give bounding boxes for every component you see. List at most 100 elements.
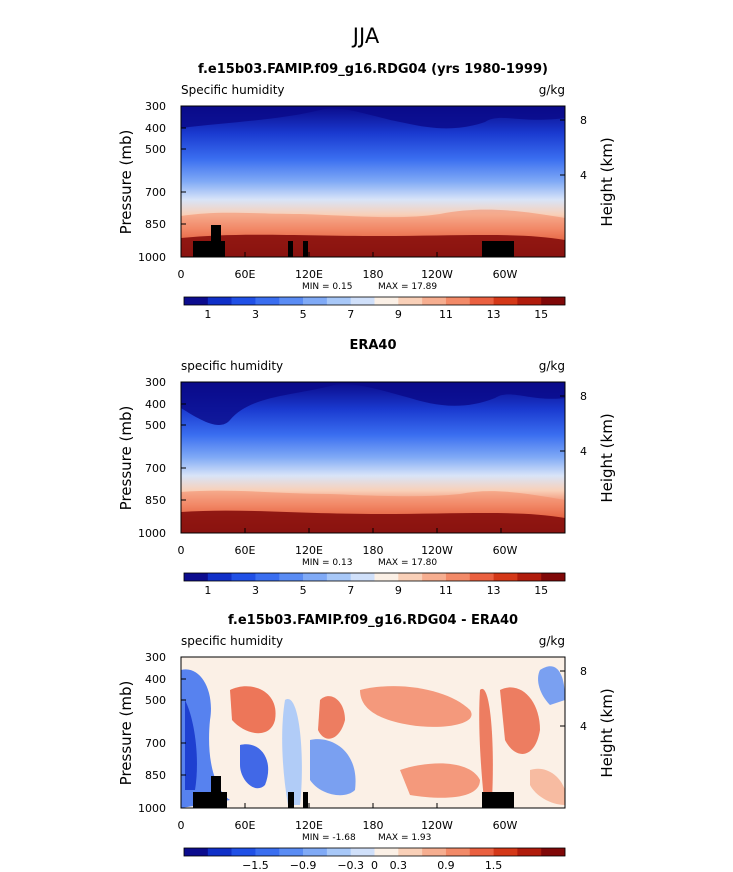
tick-label: 4 (580, 169, 587, 182)
max-value: MAX = 17.80 (378, 558, 437, 568)
colorbar-swatch (279, 297, 304, 305)
colorbar-swatch (231, 848, 256, 856)
colorbar-swatch (469, 573, 494, 581)
tick-label: 500 (145, 143, 166, 156)
colorbar-swatch (493, 573, 518, 581)
y-axis-label: Pressure (mb) (117, 681, 135, 786)
colorbar-label: 13 (487, 584, 501, 597)
colorbar-swatch (207, 297, 232, 305)
tick-label: 4 (580, 445, 587, 458)
contour-field (181, 382, 565, 533)
topography-mask (193, 776, 514, 808)
tick-label: 8 (580, 390, 587, 403)
tick-label: 180 (363, 268, 384, 281)
colorbar-swatch (422, 848, 447, 856)
panel-3: f.e15b03.FAMIP.f09_g16.RDG04 - ERA40 spe… (117, 613, 616, 872)
variable-label: specific humidity (181, 634, 283, 648)
tick-label: 700 (145, 462, 166, 475)
colorbar-label: 9 (395, 308, 402, 321)
colorbar-swatch (350, 297, 375, 305)
tick-label: 60W (493, 544, 518, 557)
tick-label: 400 (145, 673, 166, 686)
colorbar-label: 11 (439, 308, 453, 321)
colorbar-swatch (303, 297, 328, 305)
tick-label: 4 (580, 720, 587, 733)
colorbar-label: 15 (534, 584, 548, 597)
tick-label: 60E (235, 544, 256, 557)
variable-label: Specific humidity (181, 83, 285, 97)
bottom-ticks (180, 528, 502, 533)
colorbar-swatch (541, 297, 566, 305)
colorbar: 1 3 5 7 9 11 13 15 (183, 572, 566, 597)
tick-label: 850 (145, 494, 166, 507)
colorbar-label: 13 (487, 308, 501, 321)
height-tick-labels: 8 4 (580, 114, 587, 182)
colorbar-swatch (541, 573, 566, 581)
tick-label: 0 (178, 544, 185, 557)
tick-label: 120E (295, 819, 323, 832)
y2-axis-label: Height (km) (598, 413, 616, 502)
colorbar-swatch (326, 573, 351, 581)
colorbar-label: −0.3 (337, 859, 364, 872)
colorbar-label: 11 (439, 584, 453, 597)
colorbar-swatch (469, 297, 494, 305)
colorbar-swatch (255, 848, 280, 856)
colorbar-swatch (279, 848, 304, 856)
colorbar-swatch (374, 573, 399, 581)
units-label: g/kg (539, 359, 565, 373)
y-axis-label: Pressure (mb) (117, 130, 135, 235)
colorbar-label: 0.3 (390, 859, 408, 872)
tick-label: 300 (145, 100, 166, 113)
tick-label: 300 (145, 651, 166, 664)
tick-label: 120E (295, 544, 323, 557)
colorbar-frame (183, 847, 566, 857)
colorbar-frame (183, 572, 566, 582)
tick-label: 0 (178, 268, 185, 281)
colorbar-label: 0 (371, 859, 378, 872)
contour-field (181, 657, 565, 808)
colorbar-label: 3 (252, 584, 259, 597)
colorbar-swatch (398, 848, 423, 856)
pressure-tick-labels: 300 400 500 700 850 1000 (138, 651, 166, 815)
colorbar-label: 1 (204, 308, 211, 321)
tick-label: 60E (235, 268, 256, 281)
max-value: MAX = 17.89 (378, 282, 437, 292)
colorbar-swatch (517, 573, 542, 581)
left-ticks (181, 656, 186, 809)
tick-label: 60E (235, 819, 256, 832)
colorbar-label: 7 (347, 308, 354, 321)
colorbar-swatch (184, 848, 209, 856)
colorbar-swatch (445, 848, 471, 856)
tick-label: 8 (580, 665, 587, 678)
right-ticks (560, 670, 565, 727)
colorbar-label: 1.5 (485, 859, 503, 872)
colorbar-swatch (493, 848, 518, 856)
colorbar-label: 5 (300, 584, 307, 597)
max-value: MAX = 1.93 (378, 833, 431, 843)
lon-tick-labels: 0 60E 120E 180 120W 60W (178, 544, 518, 557)
colorbar-swatch (350, 848, 375, 856)
colorbar-swatch (207, 848, 232, 856)
colorbar-label: 0.9 (437, 859, 455, 872)
colorbar-swatch (255, 297, 280, 305)
contour-field (181, 106, 565, 257)
right-ticks (560, 119, 565, 176)
colorbar-swatch (279, 573, 304, 581)
tick-label: 400 (145, 398, 166, 411)
tick-label: 700 (145, 186, 166, 199)
colorbar-label: 7 (347, 584, 354, 597)
height-tick-labels: 8 4 (580, 390, 587, 458)
colorbar-swatch (398, 297, 423, 305)
y2-axis-label: Height (km) (598, 688, 616, 777)
colorbar-swatch (374, 848, 399, 856)
tick-label: 1000 (138, 527, 166, 540)
colorbar-frame (183, 296, 566, 306)
left-ticks (181, 105, 186, 258)
colorbar-swatch (303, 573, 328, 581)
tick-label: 120W (421, 544, 453, 557)
panel-1: f.e15b03.FAMIP.f09_g16.RDG04 (yrs 1980-1… (117, 62, 616, 321)
colorbar-label: 9 (395, 584, 402, 597)
colorbar-swatch (398, 573, 423, 581)
tick-label: 500 (145, 694, 166, 707)
